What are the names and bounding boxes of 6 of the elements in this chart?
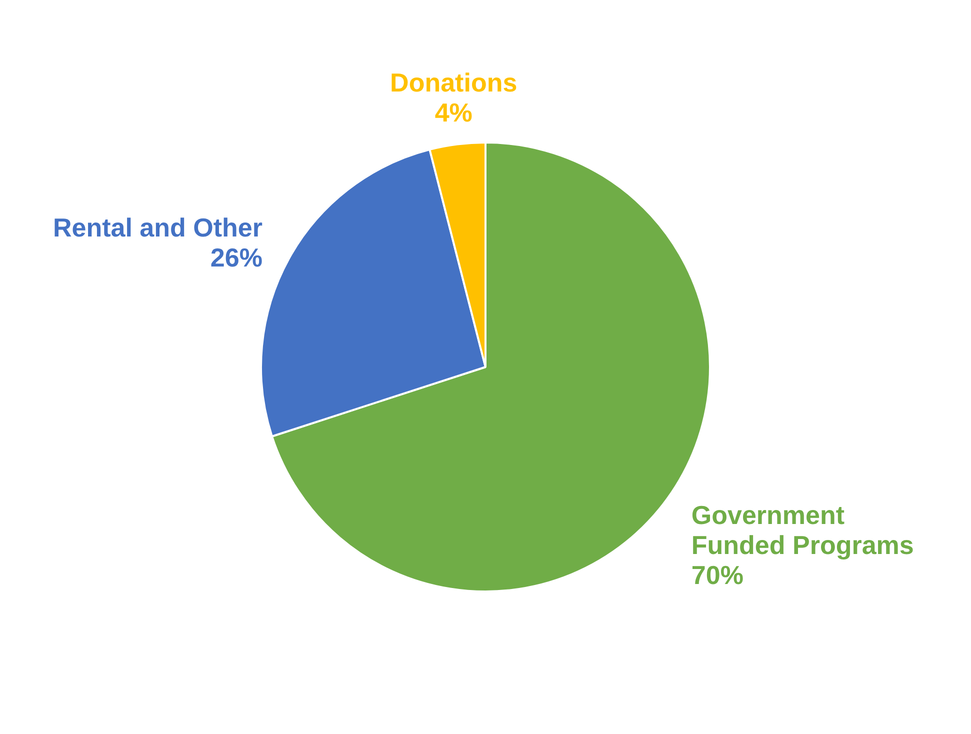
slice-label: Rental and Other — [52, 212, 262, 243]
slice-label: Donations — [390, 68, 518, 98]
data-label: 4% — [434, 98, 472, 128]
slice-label: Government Funded Programs — [691, 500, 914, 560]
data-label: 70% — [691, 560, 744, 590]
data-label: 26% — [210, 242, 262, 273]
